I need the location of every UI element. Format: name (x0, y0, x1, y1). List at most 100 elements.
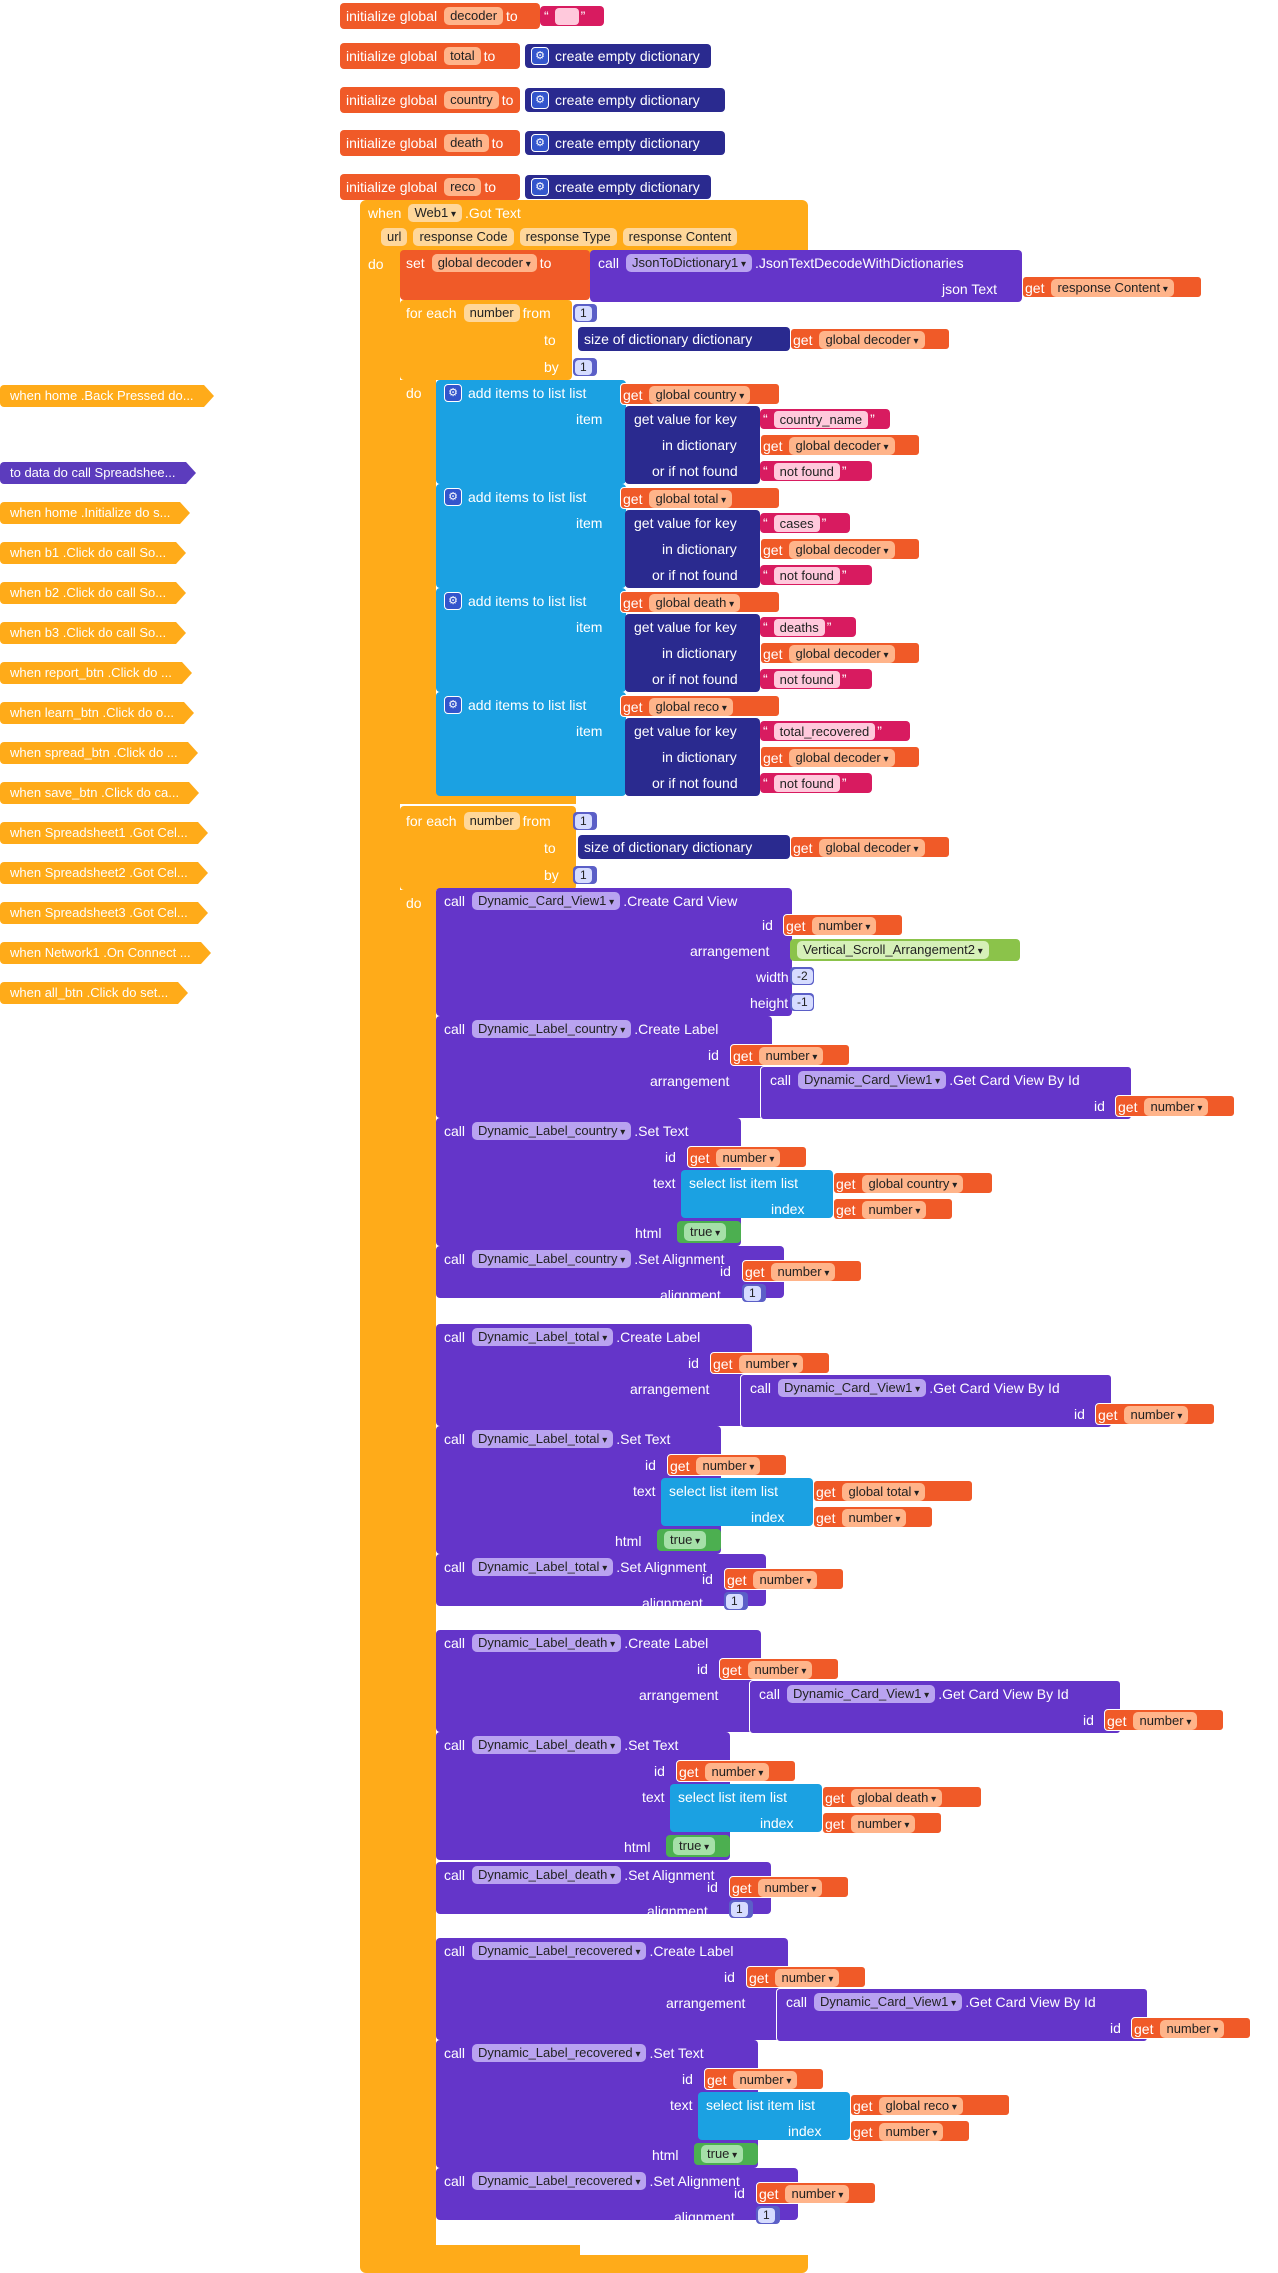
add-items-to-list-block[interactable] (436, 380, 626, 484)
alignment-number[interactable]: 1 (724, 1592, 748, 1610)
select-list-item-block[interactable] (661, 1478, 813, 1526)
from-number[interactable]: 1 (573, 304, 597, 322)
component-dropdown[interactable]: Dynamic_Card_View1 (798, 1071, 947, 1089)
get-var-dropdown[interactable]: global reco (649, 698, 733, 716)
get-number[interactable]: get number (667, 1454, 787, 1476)
not-found-string[interactable]: “ not found” (760, 565, 872, 585)
loop-var-name[interactable]: number (463, 304, 520, 322)
get-var-dropdown[interactable]: response Content (1051, 279, 1174, 297)
get-var-dropdown[interactable]: number (771, 1263, 836, 1281)
add-items-to-list-block[interactable] (436, 484, 626, 588)
arrangement-dropdown[interactable]: Vertical_Scroll_Arrangement2 (797, 941, 989, 959)
create-empty-dictionary-block[interactable]: ⚙ create empty dictionary (525, 87, 725, 112)
component-dropdown[interactable]: Dynamic_Label_total (472, 1328, 614, 1346)
get-number[interactable]: get number (676, 1760, 796, 1782)
event-param-3[interactable]: response Content (622, 228, 738, 246)
size-of-dictionary-block[interactable] (578, 327, 790, 351)
true-block[interactable]: true (666, 1835, 730, 1857)
get-number[interactable]: get number (850, 2120, 970, 2142)
width-number[interactable]: -2 (790, 967, 814, 985)
collapsed-event-block[interactable]: when spread_btn .Click do ... (0, 742, 198, 764)
initialize-global-block[interactable] (340, 43, 520, 70)
get-global-decoder[interactable]: get global decoder (760, 538, 920, 560)
component-dropdown[interactable]: Dynamic_Card_View1 (814, 1993, 963, 2011)
collapsed-event-block[interactable]: when Network1 .On Connect ... (0, 942, 211, 964)
component-dropdown[interactable]: Dynamic_Label_death (472, 1736, 622, 1754)
get-var-dropdown[interactable]: number (748, 1661, 813, 1679)
get-var-dropdown[interactable]: number (758, 1879, 823, 1897)
get-global-decoder[interactable]: get global decoder (760, 642, 920, 664)
get-number[interactable]: get number (783, 914, 903, 936)
get-number[interactable]: get number (704, 2068, 824, 2090)
get-var-dropdown[interactable]: number (716, 1149, 781, 1167)
alignment-number[interactable]: 1 (742, 1284, 766, 1302)
collapsed-event-block[interactable]: when all_btn .Click do set... (0, 982, 189, 1004)
component-dropdown[interactable]: Dynamic_Label_recovered (472, 1942, 647, 1960)
text-string-value[interactable]: not found (773, 670, 840, 688)
select-list-item-block[interactable] (698, 2092, 850, 2140)
key-string[interactable]: “ total_recovered” (760, 721, 910, 741)
for-each-rail-1[interactable] (400, 380, 436, 800)
get-var-dropdown[interactable]: number (696, 1457, 761, 1475)
collapsed-event-block[interactable]: when report_btn .Click do ... (0, 662, 192, 684)
true-block[interactable]: true (677, 1221, 741, 1243)
empty-string-value[interactable] (554, 7, 579, 25)
number-value[interactable]: 1 (731, 1902, 748, 1917)
key-string[interactable]: “ deaths” (760, 617, 856, 637)
get-var-dropdown[interactable]: global total (649, 490, 733, 508)
get-list-var[interactable]: get global reco (620, 695, 780, 717)
get-var-dropdown[interactable]: number (1160, 2020, 1225, 2038)
get-var-dropdown[interactable]: global decoder (789, 541, 895, 559)
boolean-dropdown[interactable]: true (701, 2145, 744, 2163)
get-var-dropdown[interactable]: global decoder (789, 645, 895, 663)
get-var-dropdown[interactable]: number (739, 1355, 804, 1373)
height-number[interactable]: -1 (790, 993, 814, 1011)
component-dropdown[interactable]: Dynamic_Label_recovered (472, 2172, 647, 2190)
get-var-dropdown[interactable]: number (705, 1763, 770, 1781)
get-var-dropdown[interactable]: global reco (879, 2097, 963, 2115)
event-param-2[interactable]: response Type (519, 228, 617, 246)
collapsed-event-block[interactable]: when save_btn .Click do ca... (0, 782, 200, 804)
text-string-value[interactable]: not found (773, 566, 840, 584)
get-number[interactable]: get number (813, 1506, 933, 1528)
get-var-dropdown[interactable]: global decoder (789, 437, 895, 455)
get-var-dropdown[interactable]: global decoder (789, 749, 895, 767)
number-value[interactable]: 1 (726, 1594, 743, 1609)
get-var-dropdown[interactable]: number (879, 2123, 944, 2141)
get-var-dropdown[interactable]: number (812, 917, 877, 935)
text-string-value[interactable]: cases (773, 514, 820, 532)
get-var-dropdown[interactable]: number (1144, 1098, 1209, 1116)
get-number[interactable]: get number (1104, 1709, 1224, 1731)
event-block-bottom[interactable] (360, 2255, 808, 2273)
select-list-item-block[interactable] (670, 1784, 822, 1832)
get-number[interactable]: get number (1095, 1403, 1215, 1425)
initialize-global-block[interactable] (340, 3, 540, 30)
get-var-dropdown[interactable]: number (753, 1571, 818, 1589)
component-dropdown[interactable]: Dynamic_Label_death (472, 1634, 622, 1652)
component-dropdown[interactable]: Dynamic_Label_total (472, 1558, 614, 1576)
text-string-value[interactable]: deaths (773, 618, 825, 636)
event-param-0[interactable]: url (381, 228, 408, 246)
get-value-for-key-block[interactable] (625, 406, 760, 484)
get-list-var[interactable]: get global death (620, 591, 780, 613)
get-number[interactable]: get number (729, 1876, 849, 1898)
number-value[interactable]: 1 (575, 306, 592, 321)
collapsed-event-block[interactable]: when Spreadsheet3 .Got Cel... (0, 902, 208, 924)
get-var-dropdown[interactable]: number (733, 2071, 798, 2089)
number-value[interactable]: -2 (792, 969, 813, 984)
global-name-field[interactable]: reco (444, 177, 482, 196)
get-var-dropdown[interactable]: number (842, 1509, 907, 1527)
get-var-dropdown[interactable]: global death (649, 594, 741, 612)
collapsed-event-block[interactable]: when home .Back Pressed do... (0, 385, 214, 407)
get-number[interactable]: get number (710, 1352, 830, 1374)
collapsed-event-block[interactable]: when Spreadsheet2 .Got Cel... (0, 862, 208, 884)
text-string-value[interactable]: country_name (773, 410, 869, 428)
number-value[interactable]: 1 (575, 360, 592, 375)
global-name-field[interactable]: decoder (444, 7, 504, 26)
get-var-dropdown[interactable]: global total (842, 1483, 926, 1501)
from-number[interactable]: 1 (573, 812, 597, 830)
key-string[interactable]: “ cases” (760, 513, 850, 533)
alignment-number[interactable]: 1 (729, 1900, 753, 1918)
component-dropdown[interactable]: Dynamic_Card_View1 (787, 1685, 936, 1703)
boolean-dropdown[interactable]: true (684, 1223, 727, 1241)
